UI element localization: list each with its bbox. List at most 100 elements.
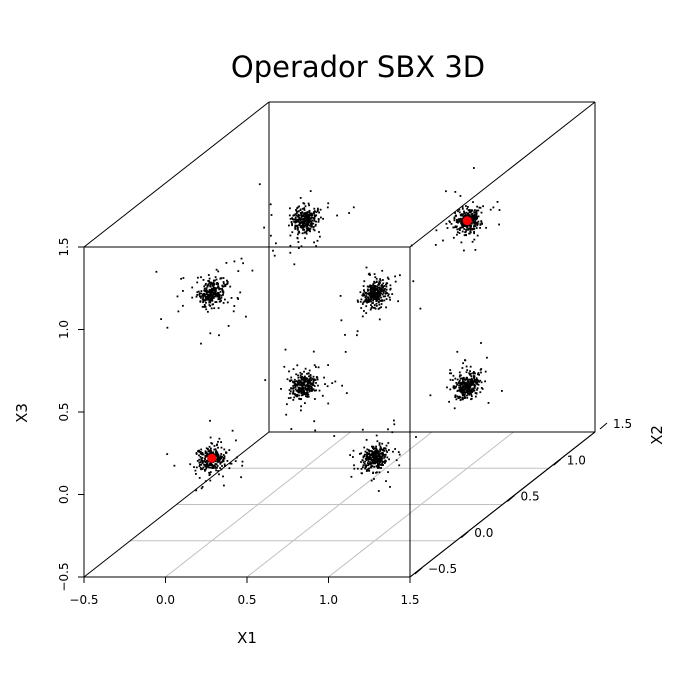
scatter-point xyxy=(289,218,292,220)
scatter-point xyxy=(475,213,478,215)
scatter-point xyxy=(366,469,368,471)
scatter-point xyxy=(460,214,462,217)
scatter-point xyxy=(379,445,382,448)
scatter-point xyxy=(309,230,311,233)
scatter-point xyxy=(366,455,368,457)
scatter-point xyxy=(297,376,300,379)
scatter-point xyxy=(473,379,476,382)
scatter-point xyxy=(318,389,321,392)
scatter-point xyxy=(241,460,244,463)
scatter-point xyxy=(285,413,288,416)
scatter-point xyxy=(466,226,468,229)
scatter-point xyxy=(465,234,467,237)
scatter-point xyxy=(375,291,378,294)
scatter-point xyxy=(340,319,343,322)
scatter-point xyxy=(469,391,472,394)
scatter-point xyxy=(477,373,479,376)
scatter-point xyxy=(454,225,457,228)
scatter-point xyxy=(377,298,380,301)
scatter-point xyxy=(207,283,210,285)
scatter-point xyxy=(218,298,220,300)
scatter-point xyxy=(464,381,467,384)
scatter-point xyxy=(365,464,368,467)
scatter-point xyxy=(309,190,312,192)
scatter-point xyxy=(365,292,368,295)
scatter-point xyxy=(376,465,379,468)
scatter-point xyxy=(382,287,384,289)
scatter-point xyxy=(376,449,379,452)
scatter-point xyxy=(373,281,376,284)
y-axis-label: X2 xyxy=(648,425,666,445)
scatter-point xyxy=(212,295,215,298)
scatter-point xyxy=(205,289,208,291)
scatter-point xyxy=(218,288,221,291)
scatter-point xyxy=(384,290,387,293)
scatter-point xyxy=(299,376,302,379)
scatter-point xyxy=(367,293,370,296)
scatter-point xyxy=(457,396,460,398)
scatter-point xyxy=(205,287,208,289)
scatter-point xyxy=(299,212,302,214)
scatter-point xyxy=(298,386,301,389)
scatter-point xyxy=(465,365,468,368)
scatter-point xyxy=(199,300,202,303)
scatter-point xyxy=(217,458,219,461)
scatter-point xyxy=(218,287,220,289)
scatter-point xyxy=(459,396,462,399)
scatter-point xyxy=(294,216,297,219)
scatter-point xyxy=(366,448,369,451)
scatter-point xyxy=(453,387,456,390)
scatter-point xyxy=(360,452,363,455)
scatter-point xyxy=(479,368,482,371)
scatter-point xyxy=(211,442,214,445)
scatter-point xyxy=(284,348,287,351)
scatter-point xyxy=(294,218,297,221)
scatter-point xyxy=(362,464,365,467)
scatter-point xyxy=(378,455,381,457)
scatter-point xyxy=(472,216,475,218)
scatter-point xyxy=(385,283,387,286)
floor-grid xyxy=(130,431,549,578)
scatter-point xyxy=(480,387,483,389)
scatter-point xyxy=(474,209,476,211)
scatter-point xyxy=(474,221,477,224)
scatter-point xyxy=(316,239,319,242)
scatter-point xyxy=(449,378,452,381)
scatter-point xyxy=(301,392,303,394)
scatter-point xyxy=(199,456,202,458)
scatter-point xyxy=(383,447,385,450)
scatter-point xyxy=(296,224,298,227)
scatter-point xyxy=(305,232,308,235)
scatter-point xyxy=(299,384,302,387)
scatter-point xyxy=(454,191,457,193)
scatter-point xyxy=(206,285,209,288)
scatter-point xyxy=(364,296,367,299)
scatter-point xyxy=(304,387,307,390)
scatter-point xyxy=(454,377,457,380)
scatter-point xyxy=(297,206,299,209)
y-tick-label: 1.5 xyxy=(613,417,632,431)
scatter-point xyxy=(363,280,366,283)
scatter-point xyxy=(476,224,479,227)
scatter-point xyxy=(313,241,315,244)
scatter-point xyxy=(224,298,226,301)
scatter-point xyxy=(306,392,309,394)
scatter-point xyxy=(310,225,312,228)
scatter-point xyxy=(486,356,488,359)
scatter-point xyxy=(296,215,299,218)
scatter-point xyxy=(222,294,224,296)
scatter-point xyxy=(462,398,464,401)
scatter-point xyxy=(474,225,477,228)
scatter-point xyxy=(383,450,385,452)
scatter-point xyxy=(222,457,225,460)
scatter-point xyxy=(200,448,203,451)
scatter-point xyxy=(469,209,471,211)
scatter-point xyxy=(229,462,232,465)
scatter-point xyxy=(462,223,464,226)
scatter-point xyxy=(311,214,314,216)
scatter-point xyxy=(480,371,482,374)
scatter-point xyxy=(473,167,475,169)
scatter-point xyxy=(208,474,211,476)
scatter-point xyxy=(304,367,307,370)
scatter-point xyxy=(304,402,306,404)
